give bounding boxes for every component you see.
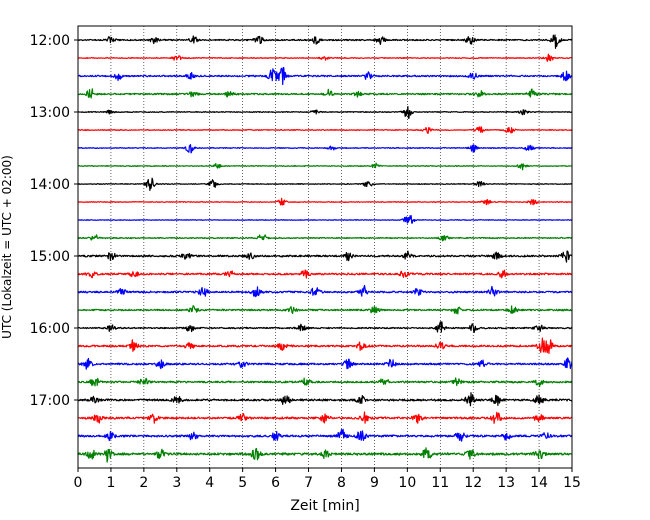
x-tick-label: 8 (337, 475, 346, 491)
seismic-trace (77, 197, 573, 206)
seismic-trace (77, 234, 573, 242)
x-tick-label: 12 (464, 475, 482, 491)
y-axis-ticks: 12:00 13:00 14:00 15:00 16:00 17:00 (30, 33, 78, 409)
seismic-trace (77, 162, 573, 171)
x-tick-label: 9 (370, 475, 379, 491)
x-tick-label: 5 (238, 475, 247, 491)
seismic-trace (77, 337, 573, 355)
seismic-trace (77, 428, 573, 442)
x-tick-label: 3 (172, 475, 181, 491)
y-axis-label: UTC (Lokalzeit = UTC + 02:00) (0, 155, 14, 339)
seismic-trace (77, 411, 573, 424)
seismic-trace (77, 66, 573, 86)
x-tick-label: 14 (530, 475, 548, 491)
seismic-trace (77, 215, 573, 224)
y-tick-label: 16:00 (30, 321, 70, 337)
y-tick-label: 13:00 (30, 105, 70, 121)
x-tick-label: 7 (304, 475, 313, 491)
x-tick-label: 4 (205, 475, 214, 491)
seismic-trace (77, 105, 573, 119)
plot-frame (77, 25, 573, 469)
x-tick-label: 6 (271, 475, 280, 491)
seismic-trace (77, 377, 573, 388)
seismic-trace (77, 284, 573, 298)
y-tick-label: 15:00 (30, 249, 70, 265)
seismic-trace (77, 177, 573, 191)
x-tick-label: 13 (497, 475, 515, 491)
seismic-trace (77, 53, 573, 62)
y-tick-label: 12:00 (30, 33, 70, 49)
x-tick-label: 0 (74, 475, 83, 491)
seismic-trace (77, 34, 573, 49)
x-tick-label: 11 (431, 475, 449, 491)
seismic-trace (77, 88, 573, 99)
seismic-trace (77, 126, 573, 134)
seismic-trace (77, 250, 573, 263)
x-tick-label: 15 (563, 475, 581, 491)
seismic-trace (77, 144, 573, 154)
y-tick-label: 14:00 (30, 177, 70, 193)
x-tick-label: 10 (398, 475, 416, 491)
seismic-trace (77, 447, 573, 463)
seismic-traces (77, 34, 573, 463)
seismic-trace (77, 321, 573, 333)
seismic-trace (77, 392, 573, 407)
x-axis-label: Zeit [min] (290, 498, 359, 514)
seismic-trace (77, 269, 573, 279)
seismic-trace (77, 305, 573, 315)
y-tick-label: 17:00 (30, 393, 70, 409)
x-tick-label: 2 (139, 475, 148, 491)
x-tick-label: 1 (106, 475, 115, 491)
seismic-trace (77, 357, 573, 370)
x-axis-ticks: 0 1 2 3 4 5 6 7 8 9 10 11 12 13 14 15 (74, 468, 581, 491)
